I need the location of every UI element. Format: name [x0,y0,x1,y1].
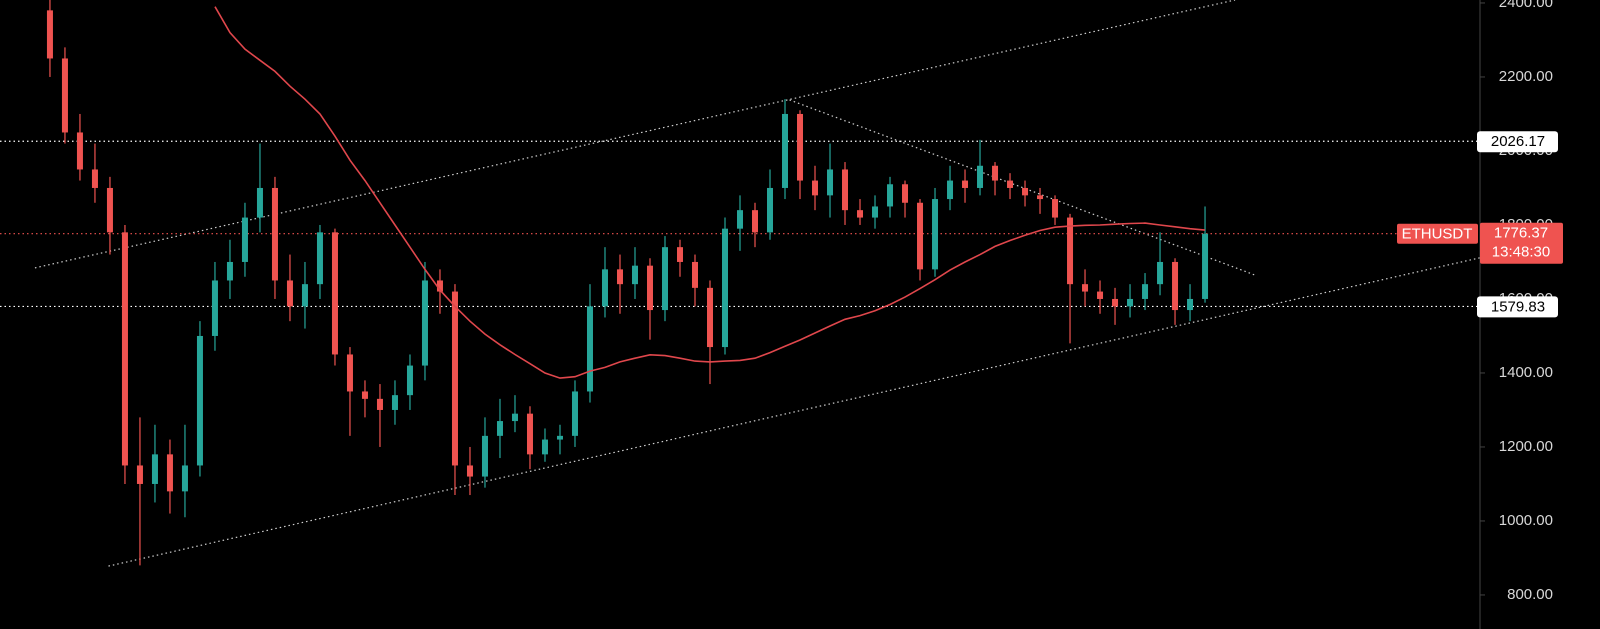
candle-body [917,202,924,270]
candle-body [767,187,774,233]
candle-body [616,269,623,285]
candle-body [76,132,83,170]
candle-body [121,232,128,466]
candle-body [511,413,518,422]
candle-body [241,217,248,262]
price-badge-label: 1579.83 [1491,298,1545,315]
candle-body [1142,284,1149,299]
candle-body [196,335,203,466]
price-badge [1477,131,1558,153]
candle-body [1097,291,1104,299]
candle-body [361,391,368,399]
candle-body [256,187,263,218]
candle-body [571,391,578,436]
moving-average [214,6,1206,379]
candle-body [631,265,638,285]
candle-body [106,187,113,233]
price-badge [1477,296,1558,318]
candle-body [857,210,864,218]
candle-body [181,465,188,492]
candle-body [136,465,143,484]
candle-body [301,284,308,307]
candle-body [46,10,53,59]
candle-body [1187,298,1194,311]
candle-body [526,413,533,455]
candle-body [91,169,98,188]
candle-body [496,421,503,436]
candle-body [1052,199,1059,218]
candle-body [887,184,894,207]
price-badge [1480,222,1563,264]
candle-body [1112,298,1119,307]
candle-body [1007,180,1014,188]
candle-body [962,180,969,188]
price-badge-label: 2026.17 [1491,133,1545,150]
y-tick-label: 800.00 [1507,586,1553,603]
y-tick-label: 1000.00 [1499,512,1553,529]
y-tick-label: 2400.00 [1499,0,1553,11]
candle-body [902,184,909,203]
candle-body [166,454,173,492]
candle-body [676,247,683,262]
price-badge-label: 1776.37 [1494,225,1548,242]
candle-body [286,280,293,307]
candle-body [932,199,939,270]
y-tick-label: 1200.00 [1499,438,1553,455]
candle-body [947,180,954,200]
candle-body [421,280,428,366]
symbol-label: ETHUSDT [1402,226,1473,243]
candle-body [797,113,804,181]
candle-body [1037,195,1044,200]
candle-body [1127,298,1134,307]
candle-body [151,454,158,484]
candle-body [331,232,338,355]
candle-body [736,210,744,229]
symbol-badge [1397,223,1478,244]
candle-body [872,206,879,218]
candle-body [466,465,473,477]
candle-body [842,169,849,211]
candle-body [316,232,323,285]
candle-body [691,261,698,288]
candle-body [1172,261,1179,311]
candle-body [586,306,593,392]
candle-body [211,280,218,336]
y-tick-label: 1400.00 [1499,364,1553,381]
candle-body [271,187,278,281]
candle-body [346,354,353,392]
trend-line [108,257,1480,567]
candle-body [376,398,383,410]
countdown-label: 13:48:30 [1492,244,1550,261]
candle-body [782,113,789,188]
candle-body [1067,217,1074,285]
candle-body [61,58,68,133]
candle-body [391,395,398,410]
candle-body [541,439,548,455]
candle-body [1157,261,1164,285]
candle-body [752,210,759,233]
candle-body [827,169,834,196]
candle-body [1202,233,1209,299]
candle-body [812,180,819,196]
candle-body [226,261,233,281]
candle-body [706,287,713,348]
candle-body [481,435,488,477]
candle-body [992,165,999,181]
candle-body [977,165,984,188]
candle-body [556,435,563,440]
candle-body [721,228,728,348]
candle-body [1022,187,1029,196]
trend-line [789,99,1255,276]
candle-body [451,291,458,466]
candle-body [601,269,608,307]
candle-body [646,265,653,311]
candle-body [1082,284,1089,292]
candle-body [661,247,668,311]
candle-body [436,280,443,292]
y-tick-label: 2200.00 [1499,68,1553,85]
candle-body [406,365,413,396]
